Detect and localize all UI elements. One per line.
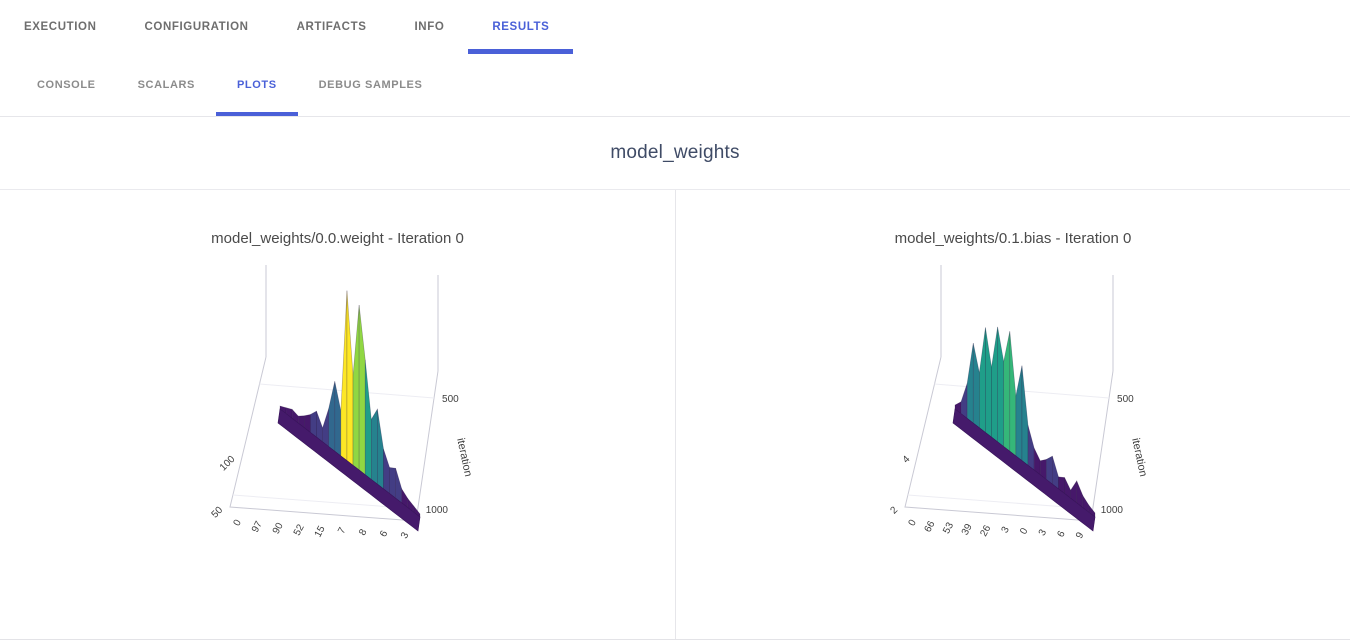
plot-group-header: model_weights: [0, 117, 1350, 190]
tab-artifacts[interactable]: ARTIFACTS: [273, 0, 391, 54]
tab-label: INFO: [414, 21, 445, 33]
tab-scalars[interactable]: SCALARS: [117, 54, 216, 116]
tab-plots[interactable]: PLOTS: [215, 54, 298, 116]
svg-text:15: 15: [312, 524, 327, 539]
svg-text:66: 66: [923, 519, 938, 534]
svg-text:2: 2: [888, 505, 900, 517]
tab-debug-samples[interactable]: DEBUG SAMPLES: [298, 54, 444, 116]
primary-tabs: EXECUTION CONFIGURATION ARTIFACTS INFO R…: [0, 0, 1350, 54]
plot-title: model_weights/0.0.weight - Iteration 0: [211, 230, 464, 247]
tab-label: RESULTS: [492, 21, 550, 33]
svg-text:6: 6: [378, 529, 391, 539]
plot-title: model_weights/0.1.bias - Iteration 0: [894, 230, 1132, 247]
svg-text:500: 500: [1117, 394, 1134, 405]
tab-execution[interactable]: EXECUTION: [0, 0, 121, 54]
results-subtabs: CONSOLE SCALARS PLOTS DEBUG SAMPLES: [0, 54, 1350, 117]
svg-text:52: 52: [291, 522, 306, 537]
svg-text:8: 8: [357, 527, 370, 537]
svg-text:39: 39: [960, 522, 975, 537]
plot-group-title: model_weights: [610, 142, 740, 163]
svg-text:500: 500: [442, 394, 459, 405]
svg-text:50: 50: [209, 505, 225, 521]
svg-text:97: 97: [249, 519, 264, 534]
tab-info[interactable]: INFO: [391, 0, 469, 54]
tab-label: ARTIFACTS: [296, 21, 367, 33]
svg-text:7: 7: [336, 525, 349, 535]
svg-text:3: 3: [1037, 527, 1050, 537]
tab-console[interactable]: CONSOLE: [16, 54, 117, 116]
tab-label: CONSOLE: [37, 79, 96, 91]
tab-label: EXECUTION: [24, 21, 97, 33]
svg-text:iteration: iteration: [1129, 437, 1149, 478]
svg-text:6: 6: [1055, 529, 1068, 539]
svg-text:1000: 1000: [1101, 505, 1124, 516]
plots-area: model_weights/0.0.weight - Iteration 0 1…: [0, 190, 1350, 640]
svg-text:3: 3: [1000, 525, 1013, 535]
tab-label: PLOTS: [236, 79, 277, 91]
svg-text:26: 26: [978, 523, 993, 538]
svg-text:1000: 1000: [425, 505, 448, 516]
svg-text:53: 53: [941, 520, 956, 535]
svg-text:0: 0: [907, 518, 920, 528]
svg-text:90: 90: [270, 521, 285, 536]
svg-text:3: 3: [399, 530, 412, 540]
tab-configuration[interactable]: CONFIGURATION: [121, 0, 273, 54]
tab-label: CONFIGURATION: [144, 21, 249, 33]
tab-label: DEBUG SAMPLES: [318, 79, 423, 91]
tab-results[interactable]: RESULTS: [468, 0, 574, 54]
tab-label: SCALARS: [137, 79, 195, 91]
plot-panel-weight: model_weights/0.0.weight - Iteration 0 1…: [0, 190, 675, 639]
svg-text:100: 100: [217, 454, 237, 474]
svg-text:9: 9: [1074, 530, 1087, 540]
svg-text:iteration: iteration: [454, 437, 474, 478]
svg-text:0: 0: [231, 518, 244, 528]
svg-text:0: 0: [1018, 526, 1031, 536]
svg-text:4: 4: [901, 454, 913, 466]
